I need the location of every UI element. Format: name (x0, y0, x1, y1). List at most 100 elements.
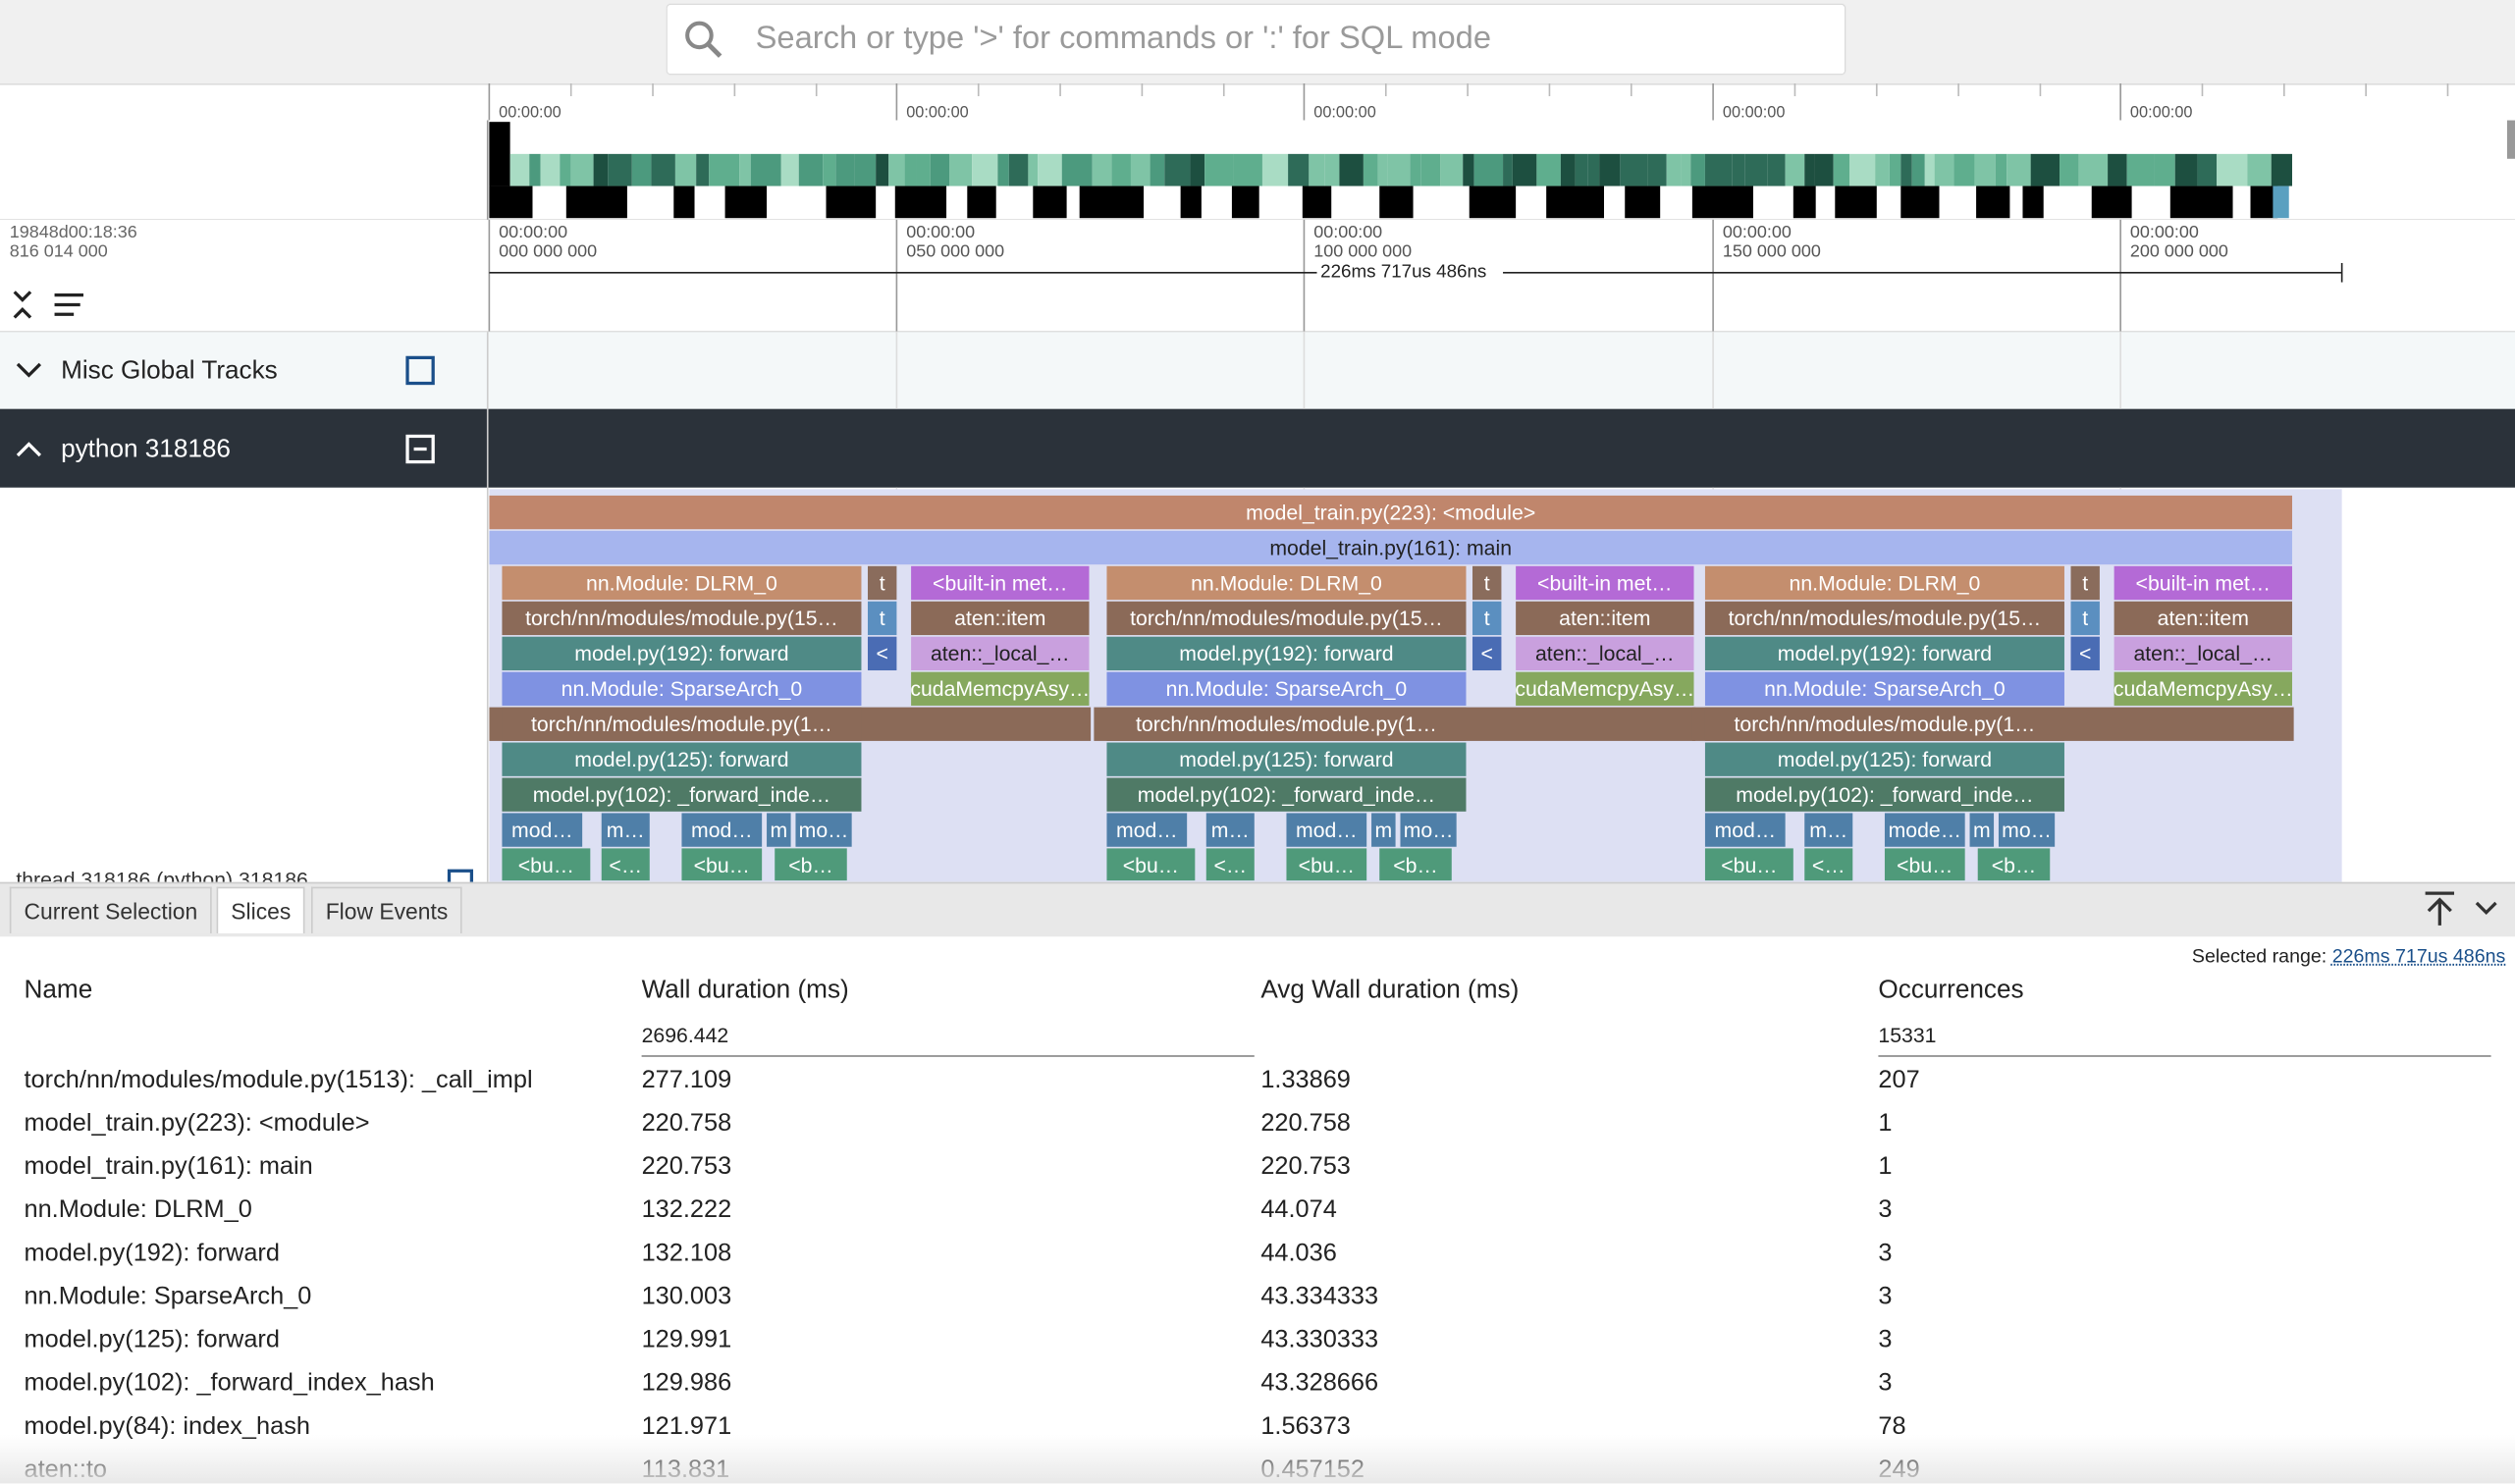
collapse-icon[interactable] (13, 291, 32, 319)
overview-cpu (780, 153, 799, 186)
slice[interactable] (1516, 601, 1694, 636)
tab[interactable]: Slices (216, 886, 306, 933)
slice[interactable] (1286, 848, 1367, 881)
slice[interactable] (1286, 813, 1367, 847)
selected-range-value[interactable]: 226ms 717us 486ns (2331, 944, 2506, 968)
slice-label: <bu… (1897, 854, 1953, 877)
slice-label: m… (1809, 819, 1847, 842)
slice[interactable] (1205, 848, 1255, 881)
slice[interactable] (502, 742, 862, 776)
slice[interactable] (1106, 565, 1467, 601)
slice[interactable] (2114, 636, 2292, 671)
tab[interactable]: Current Selection (9, 886, 212, 933)
slice[interactable] (502, 707, 862, 741)
slice[interactable] (775, 848, 847, 881)
slice[interactable] (1884, 848, 1965, 881)
slice[interactable] (795, 813, 852, 847)
slice[interactable] (1704, 565, 2064, 601)
slice[interactable] (1371, 813, 1396, 847)
slice[interactable] (1472, 636, 1502, 671)
slice[interactable] (489, 530, 2292, 565)
slice[interactable] (502, 777, 862, 812)
slice[interactable] (601, 813, 650, 847)
slice[interactable] (1106, 671, 1467, 706)
slice[interactable] (1969, 813, 1995, 847)
slice[interactable] (502, 565, 862, 601)
slice[interactable] (1704, 707, 2064, 741)
slice[interactable] (1884, 813, 1965, 847)
table-cell: 3 (1878, 1283, 1893, 1310)
expand-icon[interactable] (16, 362, 42, 378)
overview-thread (894, 186, 947, 219)
slice[interactable] (1205, 813, 1255, 847)
slice[interactable] (2070, 636, 2100, 671)
overview-cpu (2154, 153, 2175, 186)
track-checkbox[interactable] (405, 355, 435, 386)
panel-controls[interactable] (2419, 888, 2509, 929)
slice[interactable] (502, 601, 862, 636)
slice[interactable] (1472, 601, 1502, 636)
slice[interactable] (1106, 601, 1467, 636)
slice[interactable] (2114, 565, 2292, 601)
slice[interactable] (1106, 848, 1196, 881)
overview-cpu (1911, 153, 1925, 186)
slice[interactable] (1704, 813, 1786, 847)
slice[interactable] (1804, 813, 1853, 847)
expand-icon[interactable] (16, 442, 42, 457)
slice[interactable] (489, 495, 2292, 530)
slice[interactable] (1977, 848, 2051, 881)
slice[interactable] (1704, 636, 2064, 671)
slice[interactable] (681, 813, 763, 847)
thread-checkbox[interactable] (447, 869, 474, 882)
overview-thread (2169, 186, 2233, 219)
slice[interactable] (681, 848, 763, 881)
slice[interactable] (1400, 813, 1457, 847)
slice[interactable] (1516, 636, 1694, 671)
slice[interactable] (1704, 601, 2064, 636)
slice[interactable] (867, 636, 897, 671)
overview-thread (1691, 186, 1753, 219)
slice[interactable] (2114, 601, 2292, 636)
slice[interactable] (1516, 565, 1694, 601)
slice[interactable] (1516, 671, 1694, 706)
menu-icon[interactable] (54, 293, 83, 316)
tab[interactable]: Flow Events (310, 886, 463, 933)
slice[interactable] (2070, 565, 2100, 601)
slice[interactable] (1106, 636, 1467, 671)
slice[interactable] (502, 813, 583, 847)
slice[interactable] (911, 671, 1090, 706)
slice[interactable] (1106, 777, 1467, 812)
slice[interactable] (1804, 848, 1853, 881)
slice[interactable] (867, 565, 897, 601)
slice[interactable] (2070, 601, 2100, 636)
slice[interactable] (911, 636, 1090, 671)
slice[interactable] (1704, 671, 2064, 706)
slice[interactable] (867, 601, 897, 636)
track-checkbox[interactable] (405, 434, 435, 464)
table-cell: 129.991 (641, 1326, 732, 1354)
slice[interactable] (2114, 671, 2292, 706)
slice[interactable] (1472, 565, 1502, 601)
slice[interactable] (1106, 742, 1467, 776)
overview-cpu (823, 153, 836, 186)
search-box[interactable]: Search or type '>' for commands or ':' f… (667, 4, 1846, 75)
slice[interactable] (601, 848, 650, 881)
slice[interactable] (502, 636, 862, 671)
table-cell: 132.108 (641, 1240, 732, 1267)
slice[interactable] (1998, 813, 2056, 847)
slice[interactable] (502, 848, 591, 881)
slice[interactable] (767, 813, 791, 847)
slice[interactable] (1379, 848, 1452, 881)
selected-range: Selected range: 226ms 717us 486ns (2192, 944, 2505, 967)
slice-label: m… (607, 819, 645, 842)
slice[interactable] (502, 671, 862, 706)
slice[interactable] (1704, 777, 2064, 812)
slice[interactable] (1704, 742, 2064, 776)
overview-cpu (1587, 153, 1600, 186)
slice[interactable] (1106, 707, 1467, 741)
slice[interactable] (1704, 848, 1793, 881)
slice[interactable] (911, 601, 1090, 636)
overview-cpu (1512, 153, 1537, 186)
slice[interactable] (911, 565, 1090, 601)
slice[interactable] (1106, 813, 1188, 847)
